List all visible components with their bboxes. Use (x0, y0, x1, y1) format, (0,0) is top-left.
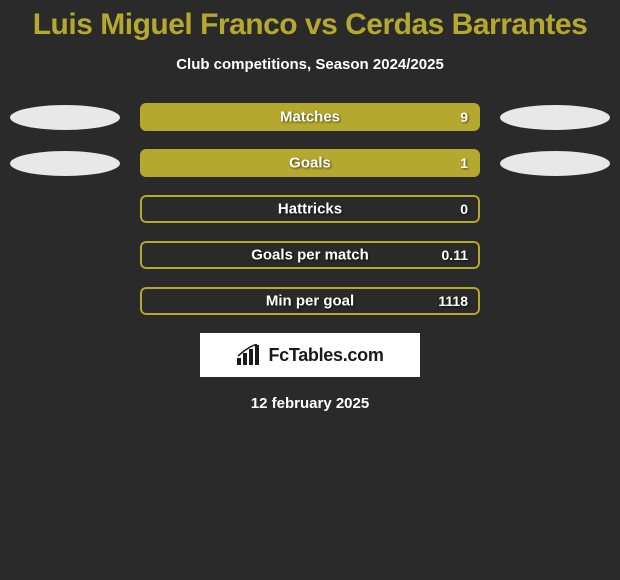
stat-bar: Goals 1 (140, 149, 480, 177)
stat-value: 0 (460, 201, 468, 217)
player-left-marker (10, 105, 120, 130)
logo-text: FcTables.com (268, 345, 383, 366)
stat-bar: Matches 9 (140, 103, 480, 131)
logo-bars-icon (236, 344, 262, 366)
stat-row: Goals per match 0.11 (0, 241, 620, 269)
comparison-title: Luis Miguel Franco vs Cerdas Barrantes (0, 8, 620, 42)
stat-label: Matches (280, 109, 340, 126)
player-right-marker (500, 105, 610, 130)
stat-row: Matches 9 (0, 103, 620, 131)
stat-row: Hattricks 0 (0, 195, 620, 223)
stat-label: Goals (289, 155, 331, 172)
stat-label: Goals per match (251, 247, 369, 264)
stat-row: Min per goal 1118 (0, 287, 620, 315)
logo-box: FcTables.com (200, 333, 420, 377)
stat-bar: Goals per match 0.11 (140, 241, 480, 269)
stat-value: 9 (460, 109, 468, 125)
stat-bar: Min per goal 1118 (140, 287, 480, 315)
stat-rows: Matches 9 Goals 1 Hattricks 0 Goals per match 0… (0, 103, 620, 315)
player-left-marker (10, 151, 120, 176)
stat-bar: Hattricks 0 (140, 195, 480, 223)
season-subtitle: Club competitions, Season 2024/2025 (0, 56, 620, 73)
stat-label: Hattricks (278, 201, 342, 218)
snapshot-date: 12 february 2025 (0, 395, 620, 412)
stat-value: 1118 (438, 293, 468, 309)
player-right-marker (500, 151, 610, 176)
stat-value: 1 (460, 155, 468, 171)
stat-value: 0.11 (442, 247, 468, 263)
stat-row: Goals 1 (0, 149, 620, 177)
stat-label: Min per goal (266, 293, 354, 310)
